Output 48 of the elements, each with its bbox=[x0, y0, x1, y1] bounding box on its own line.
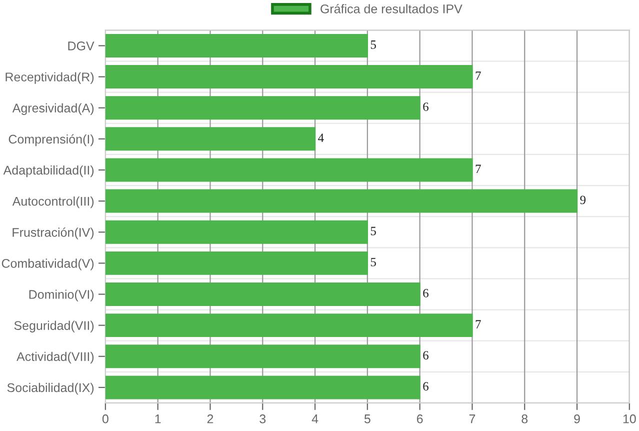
y-tick-label: Agresividad(A) bbox=[12, 103, 94, 115]
y-tick-label: Frustración(IV) bbox=[12, 228, 94, 240]
x-tick-label: 0 bbox=[102, 414, 108, 424]
x-tick-label: 1 bbox=[155, 414, 161, 424]
data-label: 6 bbox=[423, 382, 428, 391]
data-label: 5 bbox=[370, 40, 376, 49]
bar bbox=[105, 344, 420, 368]
x-tick-label: 8 bbox=[522, 414, 528, 424]
bar bbox=[105, 96, 420, 120]
data-label: 5 bbox=[370, 226, 376, 236]
data-label: 6 bbox=[423, 288, 428, 298]
data-label: 5 bbox=[370, 258, 376, 266]
bar bbox=[105, 314, 473, 338]
bar bbox=[105, 34, 368, 58]
data-label: 6 bbox=[423, 351, 428, 360]
data-label: 9 bbox=[580, 196, 586, 204]
y-tick-label: Dominio(VI) bbox=[29, 290, 94, 302]
data-label: 4 bbox=[318, 134, 324, 142]
y-tick-label: Actividad(VIII) bbox=[16, 352, 94, 364]
x-tick-label: 3 bbox=[260, 414, 266, 424]
bar bbox=[105, 158, 473, 182]
bar bbox=[105, 282, 420, 306]
x-tick-label: 9 bbox=[574, 414, 580, 424]
data-label: 7 bbox=[476, 320, 481, 328]
y-tick-label: Receptividad(R) bbox=[6, 72, 94, 84]
y-tick-label: Seguridad(VII) bbox=[14, 320, 94, 332]
x-tick-label: 5 bbox=[364, 414, 370, 424]
bar bbox=[105, 251, 368, 275]
x-tick-label: 6 bbox=[416, 414, 423, 424]
x-tick-label: 10 bbox=[623, 414, 636, 424]
bar bbox=[105, 376, 420, 400]
data-label: 7 bbox=[476, 72, 481, 80]
y-tick-label: Sociabilidad(IX) bbox=[7, 382, 94, 395]
y-tick-label: Autocontrol(III) bbox=[12, 196, 94, 208]
x-tick-label: 7 bbox=[469, 414, 476, 424]
x-tick-label: 2 bbox=[207, 414, 214, 424]
data-label: 6 bbox=[423, 102, 428, 111]
y-tick-label: Adaptabilidad(II) bbox=[3, 165, 94, 178]
y-tick-label: Comprensión(I) bbox=[8, 134, 94, 146]
bar bbox=[105, 189, 578, 213]
bar bbox=[105, 65, 473, 89]
bar bbox=[105, 127, 316, 151]
x-tick-label: 4 bbox=[312, 414, 318, 424]
y-tick-label: DGV bbox=[68, 42, 94, 50]
data-label: 7 bbox=[476, 164, 481, 173]
y-tick-label: Combatividad(V) bbox=[2, 258, 94, 270]
bar bbox=[105, 220, 368, 244]
legend-label: Gráfica de resultados IPV bbox=[320, 4, 462, 14]
